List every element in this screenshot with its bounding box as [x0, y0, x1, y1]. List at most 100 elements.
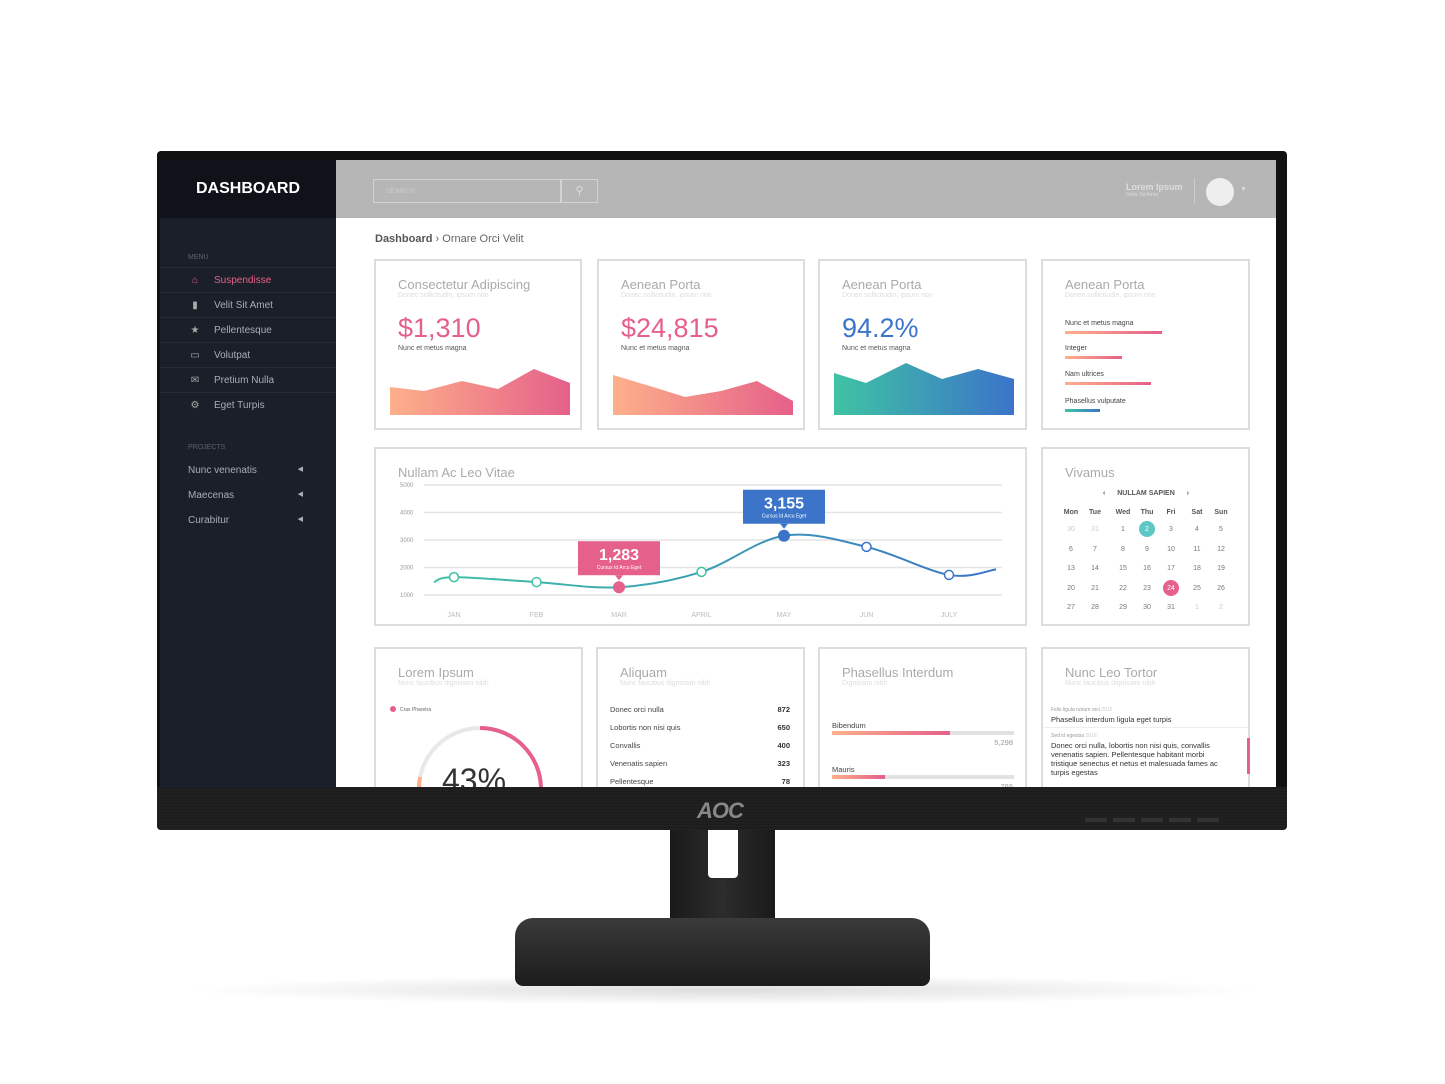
sidebar-item-velit-sit-amet[interactable]: ▮ Velit Sit Amet [160, 292, 336, 317]
sidebar-item-eget-turpis[interactable]: ⚙ Eget Turpis [160, 392, 336, 417]
x-tick-label: JUN [860, 612, 874, 619]
y-tick-label: 1000 [400, 593, 414, 599]
list-row[interactable]: Venenatis sapien 323 [610, 759, 790, 768]
calendar-day[interactable]: 13 [1067, 565, 1075, 572]
feed-item[interactable]: Sed id egestas 2016 Donec orci nulla, lo… [1051, 733, 1221, 777]
y-tick-label: 4000 [400, 511, 414, 517]
calendar-day[interactable]: 25 [1193, 584, 1201, 592]
bar-label: Nunc et metus magna [1065, 320, 1134, 327]
chevron-left-icon[interactable]: ‹ [1103, 490, 1106, 497]
sidebar-item-volutpat[interactable]: ▭ Volutpat [160, 342, 336, 367]
user-name: Lorem Ipsum [1126, 182, 1183, 192]
card-title: Nunc Leo Tortor [1065, 665, 1158, 680]
list-row[interactable]: Pellentesque 78 [610, 777, 790, 786]
sidebar-item-pellentesque[interactable]: ★ Pellentesque [160, 317, 336, 342]
calendar-day[interactable]: 9 [1145, 545, 1149, 553]
card-title: Aenean Porta [621, 277, 701, 292]
calendar-day[interactable]: 2 [1145, 526, 1149, 533]
calendar-day[interactable]: 29 [1119, 604, 1127, 611]
bar-label: Phasellus vulputate [1065, 398, 1126, 405]
sidebar-item-suspendisse[interactable]: ⌂ Suspendisse [160, 267, 336, 292]
feed-meta: Felis ligula rutrum orci [1051, 707, 1100, 713]
calendar-day[interactable]: 1 [1195, 604, 1199, 611]
data-point [861, 541, 872, 553]
calendar-day[interactable]: 10 [1167, 545, 1175, 553]
progress-fill [832, 775, 885, 779]
feed-divider [1043, 727, 1248, 728]
x-tick-label: JULY [941, 612, 958, 619]
data-point [696, 566, 707, 578]
project-item[interactable]: Nunc venenatis ◀ [188, 465, 303, 476]
progress-track [832, 731, 1014, 735]
calendar-day[interactable]: 23 [1143, 584, 1151, 592]
sidebar-item-label: Pellentesque [214, 324, 272, 336]
callout-box [743, 489, 825, 524]
monitor-button[interactable] [1169, 818, 1191, 822]
monitor-power-button[interactable] [1197, 818, 1219, 822]
calendar-day[interactable]: 27 [1067, 604, 1075, 611]
breadcrumb-current: Ornare Orci Velit [442, 233, 524, 245]
calendar-day[interactable]: 11 [1193, 545, 1201, 553]
feed-item[interactable]: Felis ligula rutrum orci 2016 Phasellus … [1051, 707, 1241, 724]
x-tick-label: MAY [777, 612, 792, 619]
card-subtitle: Donec sollicitudin, ipsum non [842, 292, 933, 299]
avatar[interactable] [1206, 178, 1234, 206]
project-item[interactable]: Curabitur ◀ [188, 515, 303, 526]
sidebar-item-pretium-nulla[interactable]: ✉ Pretium Nulla [160, 367, 336, 392]
monitor-button[interactable] [1113, 818, 1135, 822]
calendar-day[interactable]: 19 [1217, 565, 1225, 572]
calendar-day[interactable]: 14 [1091, 565, 1099, 572]
calendar-day[interactable]: 24 [1167, 584, 1175, 592]
chart-title: Nullam Ac Leo Vitae [398, 465, 515, 480]
row-value: 872 [777, 705, 790, 714]
calendar-day[interactable]: 30 [1067, 526, 1075, 533]
progress-value: 5,298 [994, 738, 1013, 747]
feed-meta: Sed id egestas [1051, 733, 1085, 739]
calendar-month-nav: ‹ NULLAM SAPIEN › [1103, 490, 1189, 497]
breadcrumb-root[interactable]: Dashboard [375, 233, 433, 245]
monitor-button[interactable] [1085, 818, 1107, 822]
chevron-right-icon[interactable]: › [1186, 490, 1189, 497]
calendar-day[interactable]: 15 [1119, 565, 1127, 572]
project-item[interactable]: Maecenas ◀ [188, 490, 303, 501]
calendar-day[interactable]: 26 [1217, 584, 1225, 592]
calendar-day[interactable]: 16 [1143, 565, 1151, 572]
list-row[interactable]: Donec orci nulla 872 [610, 705, 790, 714]
calendar-day[interactable]: 17 [1167, 565, 1175, 572]
list-card: Aliquam Nunc faucibus dignissim nibh Don… [596, 647, 805, 787]
feed-scrollbar[interactable] [1247, 738, 1250, 774]
calendar-day[interactable]: 28 [1091, 604, 1099, 611]
calendar-day[interactable]: 7 [1093, 545, 1097, 553]
row-value: 400 [777, 741, 790, 750]
calendar-day[interactable]: 12 [1217, 545, 1225, 553]
user-info[interactable]: Lorem Ipsum Dolor Sit Amet [1126, 182, 1183, 198]
calendar-day[interactable]: 21 [1091, 584, 1099, 592]
calendar-day[interactable]: 4 [1195, 526, 1199, 533]
calendar-day[interactable]: 2 [1219, 604, 1223, 611]
chevron-down-icon[interactable]: ▼ [1240, 186, 1247, 193]
calendar-day[interactable]: 1 [1121, 526, 1125, 533]
list-row[interactable]: Convallis 400 [610, 741, 790, 750]
calendar-day[interactable]: 22 [1119, 584, 1127, 592]
calendar-day[interactable]: 20 [1067, 584, 1075, 592]
projects-section-label: PROJECTS [188, 444, 226, 451]
message-icon: ▭ [190, 349, 200, 361]
breadcrumb: Dashboard › Ornare Orci Velit [375, 233, 524, 245]
calendar-day[interactable]: 8 [1121, 545, 1125, 553]
monitor-button[interactable] [1141, 818, 1163, 822]
calendar-day[interactable]: 6 [1069, 545, 1073, 553]
calendar-day[interactable]: 3 [1169, 526, 1173, 533]
search-input[interactable]: SEARCH [373, 179, 561, 203]
calendar-day[interactable]: 5 [1219, 526, 1223, 533]
calendar-day[interactable]: 30 [1143, 604, 1151, 611]
calendar-day[interactable]: 18 [1193, 565, 1201, 572]
calendar-day[interactable]: 31 [1167, 604, 1175, 611]
card-title: Phasellus Interdum [842, 665, 954, 680]
monitor-logo: AOC [697, 798, 744, 823]
line-chart: 1000 2000 3000 4000 5000 JAN FEB MAR APRIL MAY JUN… [400, 483, 1002, 619]
list-row[interactable]: Lobortis non nisi quis 650 [610, 723, 790, 732]
search-icon: ⚲ [575, 185, 584, 197]
search-button[interactable]: ⚲ [561, 179, 598, 203]
caret-left-icon: ◀ [297, 466, 303, 473]
calendar-day[interactable]: 31 [1091, 526, 1099, 533]
